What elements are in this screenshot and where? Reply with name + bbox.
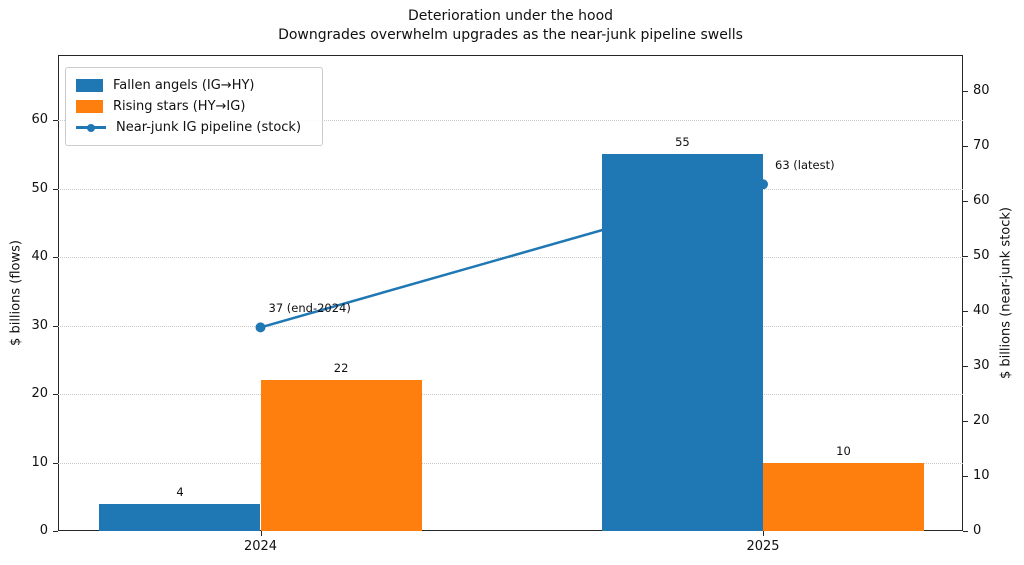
y-tick-label-right: 60 [973,192,990,208]
y-axis-label-right: $ billions (near-junk stock) [998,206,1014,380]
y-tick-mark-right [963,476,968,477]
legend-swatch-bar [76,79,103,92]
y-tick-label-right: 20 [973,412,990,428]
y-tick-mark-right [963,365,968,367]
bar [260,380,422,531]
legend-item: Near-junk IG pipeline (stock) [76,117,312,138]
line-annotation: 63 (latest) [775,158,835,173]
legend-label: Fallen angels (IG→HY) [113,78,255,93]
chart-title: Deterioration under the hood [407,8,614,24]
legend-item: Rising stars (HY→IG) [76,96,312,117]
y-tick-mark-right [963,145,968,147]
bar [99,503,261,531]
y-tick-mark-left [53,531,58,532]
y-tick-label-left: 50 [31,180,48,196]
y-tick-mark-right [963,531,968,532]
bar-value-label: 4 [176,484,184,499]
gridline [58,325,963,327]
y-tick-mark-right [963,310,968,312]
gridline [58,120,963,122]
y-tick-mark-right [963,200,968,202]
y-tick-mark-left [53,188,58,190]
legend: Fallen angels (IG→HY) Rising stars (HY→IG… [65,67,323,146]
y-tick-label-right: 50 [973,247,990,263]
y-tick-mark-right [963,420,968,422]
bar [601,154,763,531]
y-tick-label-right: 0 [973,523,982,538]
y-tick-label-right: 70 [973,137,990,153]
y-tick-mark-left [53,257,58,258]
y-tick-label-left: 10 [31,454,48,470]
y-tick-mark-left [53,462,58,464]
chart-title-block: Deterioration under the hood Downgrades … [58,7,963,45]
y-tick-mark-right [963,255,968,257]
y-tick-label-right: 10 [973,468,990,483]
bar-value-label: 10 [836,443,851,458]
gridline [58,188,963,190]
y-tick-mark-right [963,90,968,92]
y-tick-mark-left [53,325,58,327]
bar [763,462,925,531]
y-tick-label-left: 30 [31,317,48,333]
y-tick-label-left: 40 [31,249,48,264]
x-tick-mark [763,531,764,536]
bar-value-label: 55 [675,135,690,150]
y-tick-label-right: 40 [973,302,990,318]
gridline [58,394,963,395]
chart-subtitle: Downgrades overwhelm upgrades as the nea… [278,27,743,43]
y-tick-mark-left [53,394,58,395]
y-tick-label-left: 20 [31,386,48,401]
y-axis-label-left: $ billions (flows) [8,240,24,346]
legend-swatch-bar [76,100,103,113]
line-annotation: 37 (end-2024) [268,301,351,316]
legend-item: Fallen angels (IG→HY) [76,75,312,96]
y-tick-label-right: 80 [973,82,990,98]
x-tick-label: 2024 [243,539,278,554]
y-tick-label-left: 0 [39,523,48,538]
y-tick-label-left: 60 [31,112,48,128]
legend-label: Near-junk IG pipeline (stock) [116,120,302,135]
legend-label: Rising stars (HY→IG) [113,99,246,114]
bar-value-label: 22 [333,361,349,376]
y-tick-label-right: 30 [973,357,990,373]
legend-swatch-line-marker [76,121,106,134]
y-tick-mark-left [53,120,58,122]
x-tick-label: 2025 [746,539,780,554]
gridline [58,462,963,464]
gridline [58,257,963,258]
x-tick-mark [260,531,262,536]
